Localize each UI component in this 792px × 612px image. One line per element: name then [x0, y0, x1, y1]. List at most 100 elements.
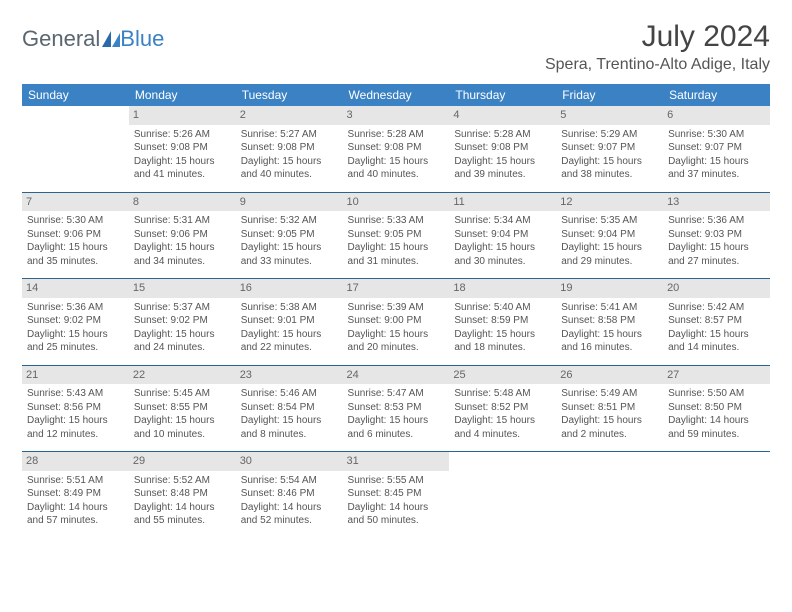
weekday-header: Saturday — [663, 84, 770, 106]
day-detail: Sunrise: 5:54 AM — [241, 474, 338, 488]
day-detail: Sunset: 9:08 PM — [134, 141, 231, 155]
day-detail: Sunset: 9:08 PM — [454, 141, 551, 155]
day-detail: Sunrise: 5:50 AM — [668, 387, 765, 401]
day-detail: Sunrise: 5:46 AM — [241, 387, 338, 401]
weekday-header: Tuesday — [236, 84, 343, 106]
day-detail: Daylight: 15 hours and 24 minutes. — [134, 328, 231, 355]
day-detail: Sunset: 9:08 PM — [241, 141, 338, 155]
day-cell: 27Sunrise: 5:50 AMSunset: 8:50 PMDayligh… — [663, 366, 770, 452]
day-detail: Sunset: 8:51 PM — [561, 401, 658, 415]
day-number: 10 — [343, 193, 450, 212]
day-cell — [663, 452, 770, 538]
day-detail: Daylight: 15 hours and 14 minutes. — [668, 328, 765, 355]
day-detail: Sunset: 9:04 PM — [561, 228, 658, 242]
day-cell: 25Sunrise: 5:48 AMSunset: 8:52 PMDayligh… — [449, 366, 556, 452]
day-cell: 3Sunrise: 5:28 AMSunset: 9:08 PMDaylight… — [343, 106, 450, 192]
day-cell: 24Sunrise: 5:47 AMSunset: 8:53 PMDayligh… — [343, 366, 450, 452]
day-detail: Daylight: 15 hours and 16 minutes. — [561, 328, 658, 355]
day-detail: Daylight: 15 hours and 31 minutes. — [348, 241, 445, 268]
day-detail: Sunset: 9:07 PM — [561, 141, 658, 155]
week-row: 7Sunrise: 5:30 AMSunset: 9:06 PMDaylight… — [22, 193, 770, 279]
day-detail: Sunrise: 5:36 AM — [668, 214, 765, 228]
day-cell: 15Sunrise: 5:37 AMSunset: 9:02 PMDayligh… — [129, 279, 236, 365]
day-detail: Sunset: 8:45 PM — [348, 487, 445, 501]
day-detail: Sunrise: 5:29 AM — [561, 128, 658, 142]
day-cell: 31Sunrise: 5:55 AMSunset: 8:45 PMDayligh… — [343, 452, 450, 538]
day-detail: Daylight: 15 hours and 40 minutes. — [348, 155, 445, 182]
brand-text-1: General — [22, 26, 100, 52]
day-detail: Daylight: 15 hours and 6 minutes. — [348, 414, 445, 441]
calendar-body: 1Sunrise: 5:26 AMSunset: 9:08 PMDaylight… — [22, 106, 770, 538]
day-detail: Sunrise: 5:27 AM — [241, 128, 338, 142]
day-detail: Daylight: 15 hours and 41 minutes. — [134, 155, 231, 182]
day-detail: Sunrise: 5:34 AM — [454, 214, 551, 228]
day-cell: 12Sunrise: 5:35 AMSunset: 9:04 PMDayligh… — [556, 193, 663, 279]
day-cell: 5Sunrise: 5:29 AMSunset: 9:07 PMDaylight… — [556, 106, 663, 192]
day-number: 21 — [22, 366, 129, 385]
day-cell: 7Sunrise: 5:30 AMSunset: 9:06 PMDaylight… — [22, 193, 129, 279]
day-detail: Daylight: 15 hours and 8 minutes. — [241, 414, 338, 441]
day-detail: Sunset: 8:55 PM — [134, 401, 231, 415]
day-cell: 20 Sunrise: 5:42 AMSunset: 8:57 PMDayligh… — [663, 279, 770, 365]
day-detail: Daylight: 15 hours and 4 minutes. — [454, 414, 551, 441]
day-detail: Daylight: 14 hours and 52 minutes. — [241, 501, 338, 528]
day-number: 16 — [236, 279, 343, 298]
day-detail: Sunset: 8:46 PM — [241, 487, 338, 501]
weekday-row: SundayMondayTuesdayWednesdayThursdayFrid… — [22, 84, 770, 106]
brand-text-2: Blue — [120, 26, 164, 52]
day-number: 18 — [449, 279, 556, 298]
day-detail: Sunrise: 5:47 AM — [348, 387, 445, 401]
day-cell: 26Sunrise: 5:49 AMSunset: 8:51 PMDayligh… — [556, 366, 663, 452]
day-cell: 6Sunrise: 5:30 AMSunset: 9:07 PMDaylight… — [663, 106, 770, 192]
day-detail: Sunrise: 5:28 AM — [454, 128, 551, 142]
day-detail: Daylight: 14 hours and 57 minutes. — [27, 501, 124, 528]
day-detail: Sunrise: 5:42 AM — [668, 301, 765, 315]
page-header: General Blue July 2024 Spera, Trentino-A… — [22, 20, 770, 74]
day-number: 8 — [129, 193, 236, 212]
day-detail: Sunrise: 5:49 AM — [561, 387, 658, 401]
day-detail: Daylight: 15 hours and 35 minutes. — [27, 241, 124, 268]
day-detail: Daylight: 15 hours and 2 minutes. — [561, 414, 658, 441]
day-detail: Sunset: 9:06 PM — [134, 228, 231, 242]
day-detail: Daylight: 15 hours and 27 minutes. — [668, 241, 765, 268]
day-cell — [449, 452, 556, 538]
day-number: 13 — [663, 193, 770, 212]
weekday-header: Monday — [129, 84, 236, 106]
day-cell — [22, 106, 129, 192]
day-cell: 4Sunrise: 5:28 AMSunset: 9:08 PMDaylight… — [449, 106, 556, 192]
day-cell: 9Sunrise: 5:32 AMSunset: 9:05 PMDaylight… — [236, 193, 343, 279]
location-text: Spera, Trentino-Alto Adige, Italy — [545, 56, 770, 74]
day-number: 2 — [236, 106, 343, 125]
day-cell: 2Sunrise: 5:27 AMSunset: 9:08 PMDaylight… — [236, 106, 343, 192]
day-number: 27 — [663, 366, 770, 385]
day-cell: 21Sunrise: 5:43 AMSunset: 8:56 PMDayligh… — [22, 366, 129, 452]
week-row: 14Sunrise: 5:36 AMSunset: 9:02 PMDayligh… — [22, 279, 770, 365]
day-number: 29 — [129, 452, 236, 471]
sail-icon — [102, 31, 120, 47]
title-block: July 2024 Spera, Trentino-Alto Adige, It… — [545, 20, 770, 74]
day-detail: Sunset: 8:58 PM — [561, 314, 658, 328]
day-detail: Sunset: 8:54 PM — [241, 401, 338, 415]
day-detail: Daylight: 15 hours and 38 minutes. — [561, 155, 658, 182]
brand-logo: General Blue — [22, 20, 164, 52]
day-detail: Sunset: 8:57 PM — [668, 314, 765, 328]
day-cell: 22Sunrise: 5:45 AMSunset: 8:55 PMDayligh… — [129, 366, 236, 452]
day-detail: Sunrise: 5:28 AM — [348, 128, 445, 142]
day-number: 14 — [22, 279, 129, 298]
day-number: 25 — [449, 366, 556, 385]
day-cell: 17Sunrise: 5:39 AMSunset: 9:00 PMDayligh… — [343, 279, 450, 365]
day-number: 20 — [663, 279, 770, 298]
day-cell: 19Sunrise: 5:41 AMSunset: 8:58 PMDayligh… — [556, 279, 663, 365]
day-detail: Sunrise: 5:51 AM — [27, 474, 124, 488]
day-detail: Daylight: 15 hours and 33 minutes. — [241, 241, 338, 268]
day-detail: Daylight: 15 hours and 18 minutes. — [454, 328, 551, 355]
day-cell: 18Sunrise: 5:40 AMSunset: 8:59 PMDayligh… — [449, 279, 556, 365]
day-detail: Daylight: 15 hours and 37 minutes. — [668, 155, 765, 182]
week-row: 28Sunrise: 5:51 AMSunset: 8:49 PMDayligh… — [22, 452, 770, 538]
day-detail: Daylight: 15 hours and 39 minutes. — [454, 155, 551, 182]
day-cell: 16Sunrise: 5:38 AMSunset: 9:01 PMDayligh… — [236, 279, 343, 365]
day-cell: 11Sunrise: 5:34 AMSunset: 9:04 PMDayligh… — [449, 193, 556, 279]
day-detail: Daylight: 15 hours and 34 minutes. — [134, 241, 231, 268]
day-cell: 30Sunrise: 5:54 AMSunset: 8:46 PMDayligh… — [236, 452, 343, 538]
day-detail: Sunset: 8:59 PM — [454, 314, 551, 328]
